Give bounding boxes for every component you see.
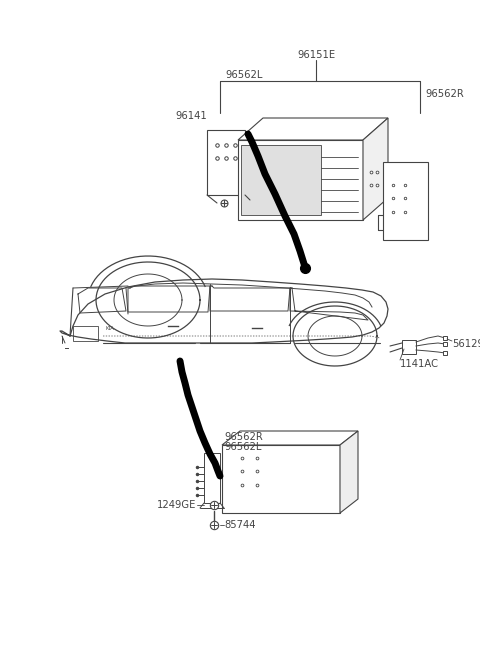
Text: 96151E: 96151E bbox=[297, 50, 335, 60]
Bar bbox=[204, 453, 220, 503]
Text: 96562L: 96562L bbox=[225, 70, 263, 80]
Polygon shape bbox=[340, 431, 358, 513]
Text: 96141: 96141 bbox=[175, 111, 207, 121]
Bar bbox=[73, 326, 98, 341]
Text: 56129: 56129 bbox=[452, 339, 480, 349]
Bar bbox=[383, 162, 428, 240]
Text: 96562R: 96562R bbox=[425, 89, 464, 99]
Polygon shape bbox=[363, 118, 388, 220]
Text: 1249GE: 1249GE bbox=[157, 500, 196, 510]
Text: 85744: 85744 bbox=[224, 520, 255, 530]
Polygon shape bbox=[238, 118, 388, 140]
Text: 1141AC: 1141AC bbox=[400, 359, 439, 369]
Text: 96562L: 96562L bbox=[224, 442, 262, 452]
Bar bbox=[402, 340, 416, 354]
Polygon shape bbox=[222, 431, 358, 445]
Bar bbox=[207, 130, 245, 195]
Bar bbox=[222, 445, 340, 513]
Text: KIA: KIA bbox=[106, 325, 114, 331]
Bar bbox=[241, 145, 321, 215]
Bar bbox=[238, 140, 363, 220]
Text: 96562R: 96562R bbox=[224, 432, 263, 442]
